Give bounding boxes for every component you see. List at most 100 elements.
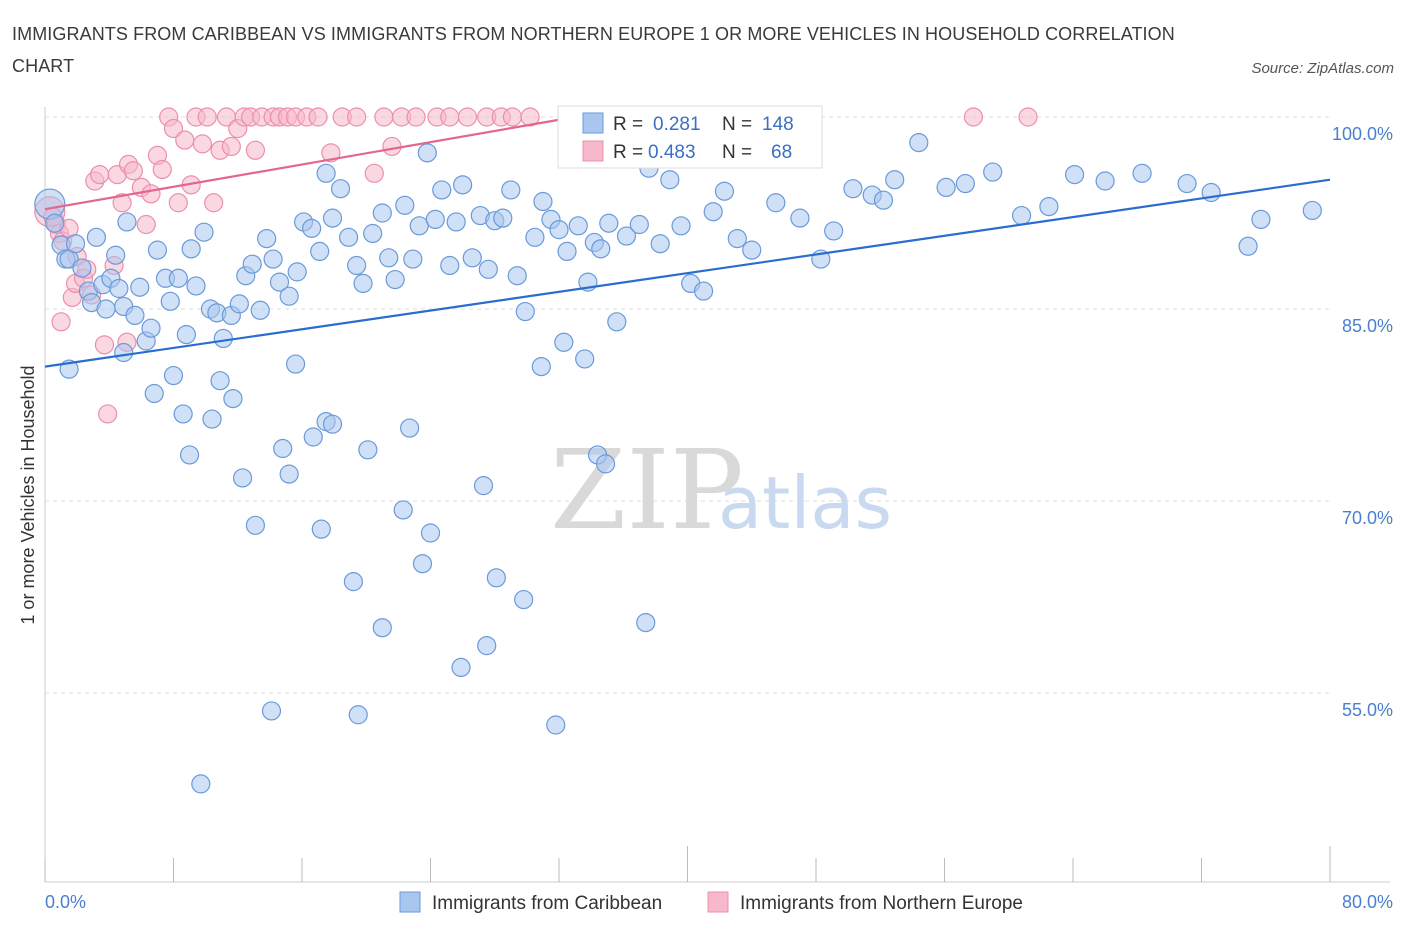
trend-lines — [44, 115, 1331, 368]
caribbean-point — [514, 589, 534, 610]
caribbean-point — [525, 227, 545, 247]
x-tick-label: 0.0% — [45, 892, 86, 912]
caribbean-point — [1238, 236, 1258, 256]
caribbean-point — [287, 262, 307, 282]
northern-europe-point — [406, 107, 426, 127]
caribbean-point — [86, 227, 107, 247]
caribbean-point — [213, 328, 233, 349]
caribbean-stats-swatch — [582, 112, 604, 134]
caribbean-point — [425, 209, 445, 229]
caribbean-point — [141, 318, 161, 338]
caribbean-point — [766, 193, 786, 213]
caribbean-point — [453, 175, 473, 195]
caribbean-point — [432, 180, 452, 200]
northern-europe-point — [321, 143, 341, 163]
caribbean-point — [1132, 163, 1152, 183]
caribbean-point — [229, 294, 249, 314]
caribbean-point — [693, 281, 714, 301]
caribbean-point — [250, 300, 270, 320]
caribbean-point — [824, 221, 844, 241]
northern-europe-point — [136, 214, 156, 235]
caribbean-point — [486, 568, 506, 588]
caribbean-point — [269, 272, 290, 292]
caribbean-point — [660, 170, 680, 190]
caribbean-point — [117, 212, 137, 232]
caribbean-point — [591, 239, 611, 259]
caribbean-point — [263, 249, 283, 269]
caribbean-point — [302, 218, 322, 238]
caribbean-point — [385, 269, 405, 290]
caribbean-point — [303, 427, 323, 447]
y-tick-label: 70.0% — [1342, 508, 1393, 528]
northern-europe-point — [502, 107, 523, 127]
caribbean-point — [372, 618, 392, 638]
northern-europe-point — [440, 107, 460, 127]
caribbean-point — [501, 180, 521, 200]
caribbean-point — [575, 349, 595, 369]
caribbean-point — [144, 383, 164, 404]
caribbean-point — [348, 705, 368, 725]
northern-europe-point — [94, 335, 115, 355]
caribbean-point — [273, 438, 293, 459]
caribbean-point — [395, 195, 415, 215]
legend: Immigrants from Caribbean Immigrants fro… — [399, 891, 1023, 914]
northern-europe-point — [204, 193, 224, 213]
caribbean-point — [595, 454, 616, 474]
northern-europe-point — [963, 107, 984, 127]
caribbean-point — [285, 354, 306, 374]
caribbean-point — [160, 291, 180, 311]
caribbean-point — [393, 500, 413, 520]
northern-europe-point — [192, 134, 213, 154]
caribbean-point — [983, 162, 1003, 182]
northern-europe-point — [308, 107, 328, 127]
northern-europe-point — [51, 312, 71, 332]
caribbean-point — [955, 173, 975, 194]
caribbean-point — [409, 216, 429, 236]
caribbean-points — [34, 133, 1322, 794]
caribbean-point — [130, 277, 150, 297]
caribbean-point — [507, 266, 527, 286]
caribbean-point — [96, 299, 116, 319]
caribbean-point — [714, 181, 735, 201]
caribbean-point — [347, 255, 367, 276]
y-axis-label: 1 or more Vehicles in Household — [18, 365, 38, 624]
caribbean-point — [379, 248, 399, 268]
northern-europe-point — [163, 118, 184, 139]
caribbean-point — [400, 418, 420, 438]
caribbean-point — [607, 312, 627, 332]
caribbean-point — [412, 554, 433, 574]
stats-box: R = 0.281 N = 148 R = 0.483 N = 68 — [557, 105, 823, 169]
watermark-atlas: atlas — [718, 461, 892, 545]
caribbean-point — [34, 188, 66, 220]
caribbean-point — [477, 636, 497, 656]
caribbean-point — [1039, 197, 1059, 217]
caribbean-point — [417, 143, 437, 163]
caribbean-point — [242, 254, 262, 274]
caribbean-point — [322, 208, 343, 228]
caribbean-point — [636, 612, 656, 633]
northern-europe-point — [123, 161, 143, 181]
caribbean-point — [181, 239, 201, 259]
caribbean-point — [168, 268, 188, 288]
caribbean-point — [202, 409, 222, 429]
northern-europe-point — [374, 107, 394, 127]
tick-labels: 100.0% 85.0% 70.0% 55.0% 0.0% 80.0% — [45, 124, 1393, 912]
caribbean-point — [671, 216, 691, 236]
caribbean-point — [261, 701, 282, 721]
legend-caribbean-label: Immigrants from Caribbean — [432, 893, 662, 914]
y-tick-label: 100.0% — [1332, 124, 1393, 144]
caribbean-point — [909, 133, 929, 153]
x-tick-label: 80.0% — [1342, 892, 1393, 912]
northern-europe-point — [520, 107, 540, 127]
caribbean-r-value: 0.281 — [653, 114, 701, 135]
caribbean-point — [549, 220, 569, 240]
northern-europe-r-label: R = — [613, 142, 643, 163]
northern-europe-point — [141, 184, 161, 204]
northern-europe-point — [152, 159, 172, 180]
caribbean-point — [358, 440, 378, 460]
caribbean-point — [1302, 200, 1322, 221]
caribbean-point — [554, 332, 574, 352]
caribbean-point — [338, 227, 359, 247]
caribbean-point — [462, 248, 482, 268]
